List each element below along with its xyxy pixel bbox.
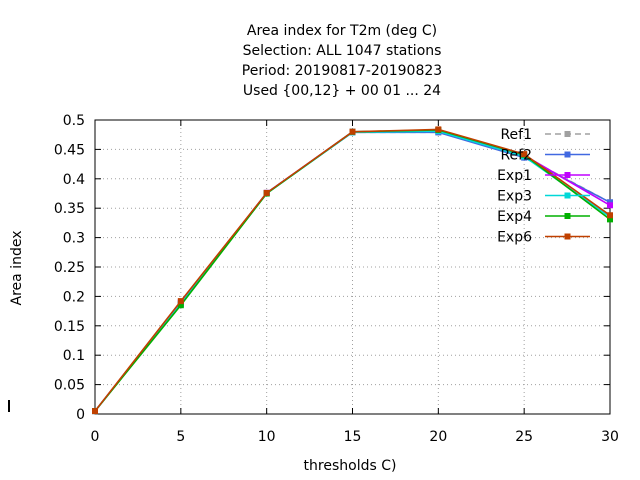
data-point <box>607 212 613 219</box>
x-tick-label: 20 <box>429 429 447 445</box>
series-exp1 <box>92 127 613 415</box>
data-point <box>607 202 613 209</box>
series-lines <box>92 126 613 415</box>
chart-title: Area index for T2m (deg C) Selection: AL… <box>242 23 442 99</box>
legend-label: Exp6 <box>497 230 532 246</box>
legend: Ref1 Ref2 Exp1 Exp3 Exp4 Exp6 <box>497 127 590 246</box>
data-point <box>607 216 613 223</box>
y-tick-label: 0 <box>76 407 85 423</box>
series-exp4 <box>92 126 613 415</box>
legend-entry: Exp1 <box>497 168 590 184</box>
x-tick-label: 0 <box>91 429 100 445</box>
legend-marker <box>564 131 571 137</box>
y-tick-label: 0.05 <box>54 378 85 394</box>
y-tick-label: 0.35 <box>54 201 85 217</box>
legend-entry: Exp3 <box>497 189 590 205</box>
title-line-2: Selection: ALL 1047 stations <box>243 43 442 59</box>
legend-label: Exp3 <box>497 189 532 205</box>
axis-ticks: 0 0.05 0.1 0.15 0.2 0.25 0.3 0.35 0.4 0.45 0.5 0 5 10… <box>54 113 619 445</box>
data-point <box>263 189 270 196</box>
series-line <box>94 130 611 412</box>
left-edge-mark <box>8 400 10 412</box>
legend-label: Ref1 <box>500 127 532 143</box>
legend-entry: Exp6 <box>497 230 590 246</box>
legend-entry: Exp4 <box>497 209 590 225</box>
y-tick-label: 0.45 <box>54 142 85 158</box>
y-axis-label: Area index <box>9 231 25 306</box>
y-tick-label: 0.5 <box>63 113 85 129</box>
x-tick-label: 15 <box>344 429 362 445</box>
x-tick-label: 5 <box>176 429 185 445</box>
data-point <box>177 298 184 305</box>
legend-entry: Ref1 <box>500 127 590 143</box>
y-tick-label: 0.25 <box>54 260 85 276</box>
x-tick-label: 30 <box>601 429 619 445</box>
y-tick-label: 0.2 <box>63 289 85 305</box>
data-point <box>349 128 356 135</box>
legend-marker <box>564 192 571 199</box>
series-line <box>94 131 611 412</box>
series-line <box>94 131 611 412</box>
legend-marker <box>564 151 571 158</box>
title-line-4: Used {00,12} + 00 01 ... 24 <box>243 83 441 99</box>
legend-label: Ref2 <box>500 148 532 164</box>
y-tick-label: 0.15 <box>54 319 85 335</box>
y-tick-label: 0.3 <box>63 231 85 247</box>
data-point <box>435 126 442 133</box>
data-point <box>521 151 528 158</box>
y-tick-label: 0.4 <box>63 172 85 188</box>
x-axis-label: thresholds C) <box>304 458 397 474</box>
data-point <box>177 302 184 309</box>
title-line-1: Area index for T2m (deg C) <box>247 23 437 39</box>
legend-marker <box>564 233 571 240</box>
legend-label: Exp1 <box>497 168 532 184</box>
series-exp3 <box>92 128 613 415</box>
legend-marker <box>564 172 571 178</box>
x-tick-label: 25 <box>515 429 533 445</box>
x-tick-label: 10 <box>258 429 276 445</box>
data-point <box>92 408 98 415</box>
series-exp6 <box>92 126 613 415</box>
legend-label: Exp4 <box>497 209 532 225</box>
grid <box>95 120 610 414</box>
legend-marker <box>564 213 571 219</box>
legend-entry: Ref2 <box>500 148 590 164</box>
y-tick-label: 0.1 <box>63 348 85 364</box>
title-line-3: Period: 20190817-20190823 <box>242 63 442 79</box>
